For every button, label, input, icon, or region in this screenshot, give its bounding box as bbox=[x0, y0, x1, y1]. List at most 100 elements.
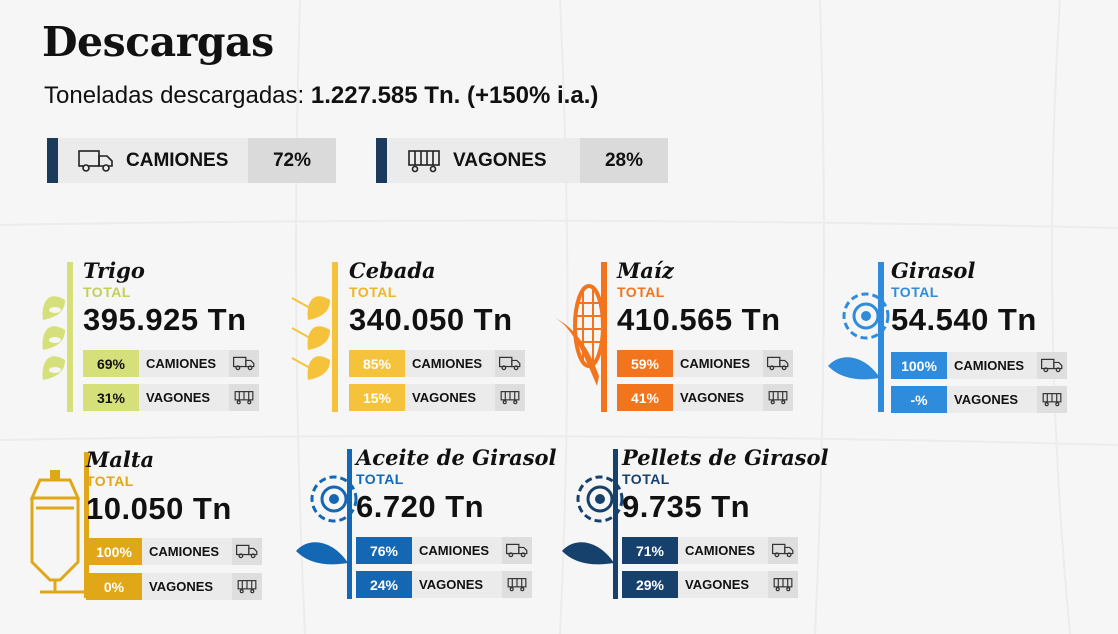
truck-icon bbox=[1037, 352, 1067, 379]
product-card-cebada: Cebada TOTAL 340.050 Tn 85% CAMIONES 15%… bbox=[349, 258, 609, 423]
camiones-pct: 76% bbox=[356, 537, 412, 564]
product-name: Aceite de Girasol bbox=[356, 445, 557, 470]
vagones-label: VAGONES bbox=[139, 384, 229, 411]
sunflower-icon bbox=[828, 262, 890, 412]
product-name: Maíz bbox=[617, 258, 674, 283]
product-card-maiz: Maíz TOTAL 410.565 Tn 59% CAMIONES 41% V… bbox=[617, 258, 877, 423]
railcar-icon bbox=[232, 573, 262, 600]
barley-icon bbox=[291, 262, 338, 412]
corn-icon bbox=[555, 262, 607, 412]
total-label: TOTAL bbox=[83, 284, 131, 300]
camiones-pct: 85% bbox=[349, 350, 405, 377]
total-label: TOTAL bbox=[891, 284, 939, 300]
vagones-label: VAGONES bbox=[142, 573, 232, 600]
camiones-row: 71% CAMIONES bbox=[622, 537, 798, 564]
railcar-icon bbox=[407, 149, 441, 173]
railcar-icon bbox=[763, 384, 793, 411]
vagones-pct: 15% bbox=[349, 384, 405, 411]
camiones-pct: 59% bbox=[617, 350, 673, 377]
vagones-row: 41% VAGONES bbox=[617, 384, 793, 411]
product-name: Girasol bbox=[891, 258, 976, 283]
camiones-pct: 100% bbox=[86, 538, 142, 565]
camiones-row: 100% CAMIONES bbox=[891, 352, 1067, 379]
product-card-aceite-de-girasol: Aceite de Girasol TOTAL 6.720 Tn 76% CAM… bbox=[356, 445, 616, 610]
camiones-row: 59% CAMIONES bbox=[617, 350, 793, 377]
camiones-pct: 71% bbox=[622, 537, 678, 564]
truck-icon bbox=[229, 350, 259, 377]
vagones-pct: 0% bbox=[86, 573, 142, 600]
total-value: 9.735 Tn bbox=[622, 489, 751, 524]
malt-tank-icon bbox=[29, 452, 89, 598]
railcar-icon bbox=[495, 384, 525, 411]
vagones-row: 24% VAGONES bbox=[356, 571, 532, 598]
truck-icon bbox=[495, 350, 525, 377]
railcar-icon bbox=[502, 571, 532, 598]
total-label: TOTAL bbox=[622, 471, 670, 487]
total-tonnage-label: Toneladas descargadas: bbox=[44, 82, 305, 109]
vagones-summary: VAGONES 28% bbox=[376, 138, 668, 183]
sunflower-icon bbox=[562, 449, 624, 599]
vagones-label: VAGONES bbox=[405, 384, 495, 411]
vagones-pct: -% bbox=[891, 386, 947, 413]
product-name: Pellets de Girasol bbox=[622, 445, 829, 470]
total-label: TOTAL bbox=[617, 284, 665, 300]
product-card-girasol: Girasol TOTAL 54.540 Tn 100% CAMIONES -%… bbox=[891, 258, 1118, 423]
product-card-trigo: Trigo TOTAL 395.925 Tn 69% CAMIONES 31% … bbox=[83, 258, 343, 423]
vagones-row: 15% VAGONES bbox=[349, 384, 525, 411]
railcar-icon bbox=[1037, 386, 1067, 413]
wheat-icon bbox=[42, 262, 73, 412]
camiones-row: 100% CAMIONES bbox=[86, 538, 262, 565]
truck-icon bbox=[763, 350, 793, 377]
product-name: Malta bbox=[86, 447, 155, 472]
total-label: TOTAL bbox=[86, 473, 134, 489]
total-value: 10.050 Tn bbox=[86, 491, 232, 526]
total-value: 340.050 Tn bbox=[349, 302, 513, 337]
vagones-percentage: 28% bbox=[580, 138, 668, 183]
truck-icon bbox=[768, 537, 798, 564]
vagones-label: VAGONES bbox=[673, 384, 763, 411]
total-value: 6.720 Tn bbox=[356, 489, 485, 524]
product-name: Cebada bbox=[349, 258, 436, 283]
vagones-pct: 41% bbox=[617, 384, 673, 411]
camiones-row: 85% CAMIONES bbox=[349, 350, 525, 377]
vagones-label: VAGONES bbox=[453, 149, 547, 171]
total-tonnage-value: 1.227.585 Tn. (+150% i.a.) bbox=[310, 82, 599, 109]
camiones-label: CAMIONES bbox=[678, 537, 768, 564]
vagones-label: VAGONES bbox=[947, 386, 1037, 413]
total-value: 54.540 Tn bbox=[891, 302, 1037, 337]
summary-accent-bar bbox=[47, 138, 58, 183]
camiones-label: CAMIONES bbox=[412, 537, 502, 564]
camiones-row: 76% CAMIONES bbox=[356, 537, 532, 564]
railcar-icon bbox=[229, 384, 259, 411]
camiones-row: 69% CAMIONES bbox=[83, 350, 259, 377]
vagones-row: 31% VAGONES bbox=[83, 384, 259, 411]
total-value: 395.925 Tn bbox=[83, 302, 247, 337]
camiones-pct: 100% bbox=[891, 352, 947, 379]
camiones-label: CAMIONES bbox=[405, 350, 495, 377]
vagones-row: 29% VAGONES bbox=[622, 571, 798, 598]
camiones-label: CAMIONES bbox=[673, 350, 763, 377]
total-label: TOTAL bbox=[356, 471, 404, 487]
camiones-summary: CAMIONES 72% bbox=[47, 138, 336, 183]
page-title: Descargas bbox=[42, 18, 274, 66]
truck-icon bbox=[232, 538, 262, 565]
truck-icon bbox=[502, 537, 532, 564]
sunflower-icon bbox=[296, 449, 358, 599]
vagones-row: 0% VAGONES bbox=[86, 573, 262, 600]
summary-accent-bar bbox=[376, 138, 387, 183]
vagones-row: -% VAGONES bbox=[891, 386, 1067, 413]
total-label: TOTAL bbox=[349, 284, 397, 300]
camiones-label: CAMIONES bbox=[142, 538, 232, 565]
vagones-label: VAGONES bbox=[412, 571, 502, 598]
camiones-label: CAMIONES bbox=[139, 350, 229, 377]
camiones-label: CAMIONES bbox=[947, 352, 1037, 379]
vagones-pct: 24% bbox=[356, 571, 412, 598]
vagones-pct: 29% bbox=[622, 571, 678, 598]
truck-icon bbox=[78, 149, 114, 173]
camiones-pct: 69% bbox=[83, 350, 139, 377]
total-tonnage-line: Toneladas descargadas: 1.227.585 Tn. (+1… bbox=[44, 82, 598, 110]
product-card-malta: Malta TOTAL 10.050 Tn 100% CAMIONES 0% V… bbox=[86, 447, 346, 612]
railcar-icon bbox=[768, 571, 798, 598]
vagones-pct: 31% bbox=[83, 384, 139, 411]
total-value: 410.565 Tn bbox=[617, 302, 781, 337]
